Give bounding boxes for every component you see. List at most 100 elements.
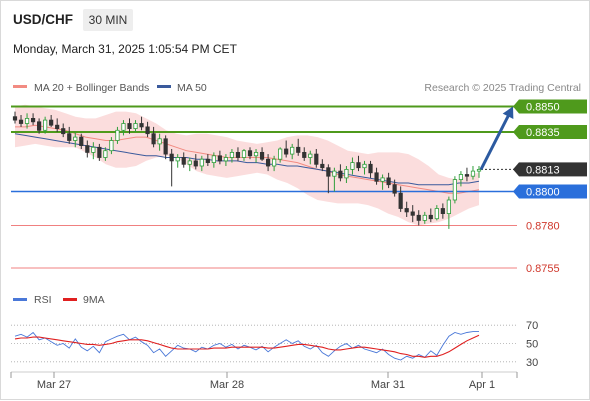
candle-body (265, 158, 271, 167)
datetime-label: Monday, March 31, 2025 1:05:54 PM CET (13, 42, 238, 56)
candle-body (410, 211, 415, 216)
candle-body (302, 151, 307, 158)
level-label-current: 0.8813 (526, 164, 560, 176)
candle-body (205, 158, 210, 163)
candle-body (458, 174, 464, 180)
candle-body (163, 138, 168, 155)
candle-body (67, 133, 72, 141)
ma50-line (14, 133, 480, 186)
symbol-title: USD/CHF (13, 12, 73, 27)
candle-body (115, 129, 120, 141)
candle-body (416, 214, 421, 221)
legend-ma50-swatch (157, 85, 171, 88)
rsi-line (14, 331, 479, 361)
candle-body (97, 146, 102, 158)
candle-body (24, 118, 30, 124)
candle-body (326, 167, 331, 177)
price-levels (11, 105, 517, 269)
rsi-tick-label: 50 (526, 339, 538, 351)
candle-body (217, 155, 222, 162)
x-axis-ticks: Mar 27 Mar 28 Mar 31 Apr 1 (10, 372, 518, 391)
level-label-box (519, 162, 587, 177)
bollinger-fill (15, 104, 479, 226)
candle-body (127, 123, 132, 129)
candle-body (296, 146, 301, 153)
rsi-gridlines (11, 324, 517, 363)
candle-body (422, 214, 427, 221)
candle-body (314, 153, 319, 165)
bollinger-band-area (15, 104, 479, 226)
level-label-box (519, 125, 587, 139)
legend-ma20-label: MA 20 + Bollinger Bands (34, 82, 149, 94)
candle-body (308, 153, 313, 158)
rsi-lines (14, 331, 480, 361)
legend-rsi-swatch (13, 298, 27, 301)
candle-body (398, 192, 403, 209)
candle-body (18, 119, 24, 124)
candle-body (139, 123, 144, 128)
timeframe-badge[interactable] (83, 9, 133, 31)
level-label-pivot: 0.8800 (526, 187, 560, 199)
candlesticks (12, 111, 482, 229)
candle-body (344, 168, 349, 179)
candle-body (151, 133, 156, 145)
candle-body (103, 150, 108, 158)
candle-body (350, 162, 355, 170)
candle-body (284, 148, 289, 155)
candle-body (362, 163, 367, 169)
candle-body (434, 208, 439, 220)
candle-body (247, 150, 253, 157)
timeframe-label: 30 MIN (89, 13, 128, 27)
moving-average-lines (14, 124, 480, 194)
candle-body (235, 151, 241, 158)
candle-body (241, 150, 247, 158)
candle-body (55, 124, 60, 129)
candle-body (428, 214, 433, 220)
x-tick-label: Mar 31 (371, 379, 405, 391)
candle-body (476, 168, 482, 172)
candle-body (440, 208, 445, 214)
ma20-line (15, 124, 480, 194)
candle-body (272, 158, 277, 167)
candle-body (356, 162, 361, 169)
research-credit: Research © 2025 Trading Central (424, 82, 581, 94)
candle-body (278, 148, 283, 160)
candle-body (49, 119, 54, 126)
rsi-tick-label: 70 (526, 320, 538, 332)
x-tick-label: Apr 1 (469, 379, 495, 391)
candle-body (43, 119, 48, 131)
candle-body (181, 157, 186, 165)
candle-body (290, 146, 295, 155)
level-label-pointer (513, 125, 519, 139)
candle-body (121, 123, 126, 131)
level-label-support: 0.8755 (526, 263, 560, 275)
candle-body (199, 158, 204, 167)
candle-body (85, 145, 90, 153)
candle-body (169, 153, 174, 162)
price-level-labels: 0.8850 0.8835 0.8813 0.8800 0.8780 0.8755 (513, 99, 587, 275)
candle-body (380, 177, 385, 182)
candle-body (109, 140, 114, 152)
candle-body (79, 136, 84, 147)
rsi-tick-labels: 70 50 30 (526, 320, 538, 369)
projection-arrow (479, 106, 514, 171)
x-tick-label: Mar 28 (210, 379, 244, 391)
candle-body (223, 157, 229, 162)
candle-body (338, 170, 343, 179)
legend-9ma-label: 9MA (83, 294, 105, 306)
legend-ma50-label: MA 50 (177, 82, 207, 94)
candle-body (332, 170, 337, 177)
level-label-resistance: 0.8835 (526, 127, 560, 139)
candle-body (193, 160, 198, 167)
legend-ma20-swatch (13, 85, 27, 88)
candle-body (320, 163, 325, 169)
candle-body (470, 170, 476, 177)
level-label-pointer (513, 162, 519, 177)
legend-rsi-label: RSI (34, 294, 52, 306)
level-label-pointer (513, 99, 519, 114)
candle-body (91, 146, 96, 153)
rsi-9ma-line (14, 334, 480, 358)
candle-body (374, 172, 379, 182)
